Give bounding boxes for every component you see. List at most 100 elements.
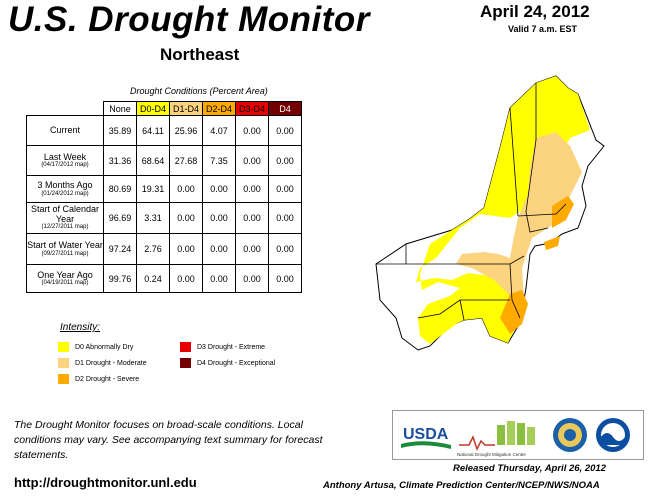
table-cell: 27.68: [169, 145, 203, 176]
table-cell: 2.76: [136, 233, 170, 265]
table-cell: 0.00: [235, 145, 269, 176]
table-cell: 80.69: [103, 175, 137, 203]
table-caption: Drought Conditions (Percent Area): [130, 86, 268, 96]
table-cell: 0.00: [235, 115, 269, 146]
legend-label: D3 Drought - Extreme: [197, 343, 266, 351]
table-row: One Year Ago (04/19/2011 map) 99.76 0.24 0.0…: [26, 264, 302, 293]
table-col-header: None: [103, 101, 137, 116]
row-label: Current: [49, 124, 80, 135]
table-cell: 0.24: [136, 264, 170, 293]
table-cell: 0.00: [202, 233, 236, 265]
author-credit: Anthony Artusa, Climate Prediction Cente…: [323, 480, 600, 491]
table-cell: 0.00: [169, 202, 203, 234]
svg-text:USDA: USDA: [403, 426, 449, 443]
noaa-seal-icon: [596, 418, 630, 452]
legend-swatch: [58, 342, 69, 352]
row-label: Start of Water Year: [27, 240, 103, 251]
drought-map: [375, 75, 605, 351]
state-boundaries: [376, 83, 567, 321]
svg-text:National Drought Mitigation Ce: National Drought Mitigation Center: [457, 452, 527, 457]
row-label: 3 Months Ago: [37, 180, 93, 191]
table-row: Current 35.89 64.11 25.96 4.07 0.00 0.00: [26, 115, 302, 146]
row-label: One Year Ago: [37, 269, 93, 280]
ndmc-logo: National Drought Mitigation Center: [457, 421, 535, 457]
legend-label: D0 Abnormally Dry: [75, 343, 134, 351]
row-sublabel: (09/27/2011 map): [41, 250, 89, 257]
table-col-header: D3-D4: [235, 101, 269, 116]
legend-item-d1: D1 Drought - Moderate: [58, 358, 147, 368]
row-label-cell: Start of Water Year (09/27/2011 map): [26, 233, 104, 265]
table-cell: 0.00: [202, 202, 236, 234]
row-sublabel: (12/27/2011 map): [41, 224, 89, 231]
table-col-header: D2-D4: [202, 101, 236, 116]
table-col-header: D1-D4: [169, 101, 203, 116]
table-cell: 0.00: [268, 175, 302, 203]
table-cell: 0.00: [235, 264, 269, 293]
legend-item-d0: D0 Abnormally Dry: [58, 342, 133, 352]
page-title: U.S. Drought Monitor: [8, 0, 370, 39]
legend-swatch: [58, 358, 69, 368]
table-cell: 0.00: [235, 233, 269, 265]
usda-logo: USDA: [401, 426, 451, 449]
table-cell: 99.76: [103, 264, 137, 293]
legend-item-d3: D3 Drought - Extreme: [180, 342, 265, 352]
table-row: Start of Water Year (09/27/2011 map) 97.24…: [26, 233, 302, 265]
table-header-row: None D0-D4 D1-D4 D2-D4 D3-D4 D4: [27, 101, 302, 116]
table-row: Last Week (04/17/2012 map) 31.36 68.64 27.68…: [26, 145, 302, 176]
drought-stats-table: None D0-D4 D1-D4 D2-D4 D3-D4 D4 Current 35.89 6…: [26, 101, 302, 293]
legend-item-d4: D4 Drought - Exceptional: [180, 358, 275, 368]
d2-area: [500, 196, 574, 334]
row-label-cell: 3 Months Ago (01/24/2012 map): [26, 175, 104, 203]
row-sublabel: (04/17/2012 map): [41, 162, 89, 169]
table-row: 3 Months Ago (01/24/2012 map) 80.69 19.31 0.…: [26, 175, 302, 203]
row-label-cell: Current: [26, 115, 104, 146]
table-row: Start of Calendar Year (12/27/2011 map) 96…: [26, 202, 302, 234]
release-date: Released Thursday, April 26, 2012: [453, 463, 606, 474]
website-link[interactable]: http://droughtmonitor.unl.edu: [14, 475, 197, 490]
row-label-cell: Start of Calendar Year (12/27/2011 map): [26, 202, 104, 234]
row-label-cell: One Year Ago (04/19/2011 map): [26, 264, 104, 293]
table-cell: 0.00: [268, 264, 302, 293]
table-cell: 0.00: [235, 202, 269, 234]
legend-label: D2 Drought - Severe: [75, 375, 140, 383]
table-cell: 19.31: [136, 175, 170, 203]
table-corner: [27, 102, 104, 116]
table-cell: 35.89: [103, 115, 137, 146]
table-cell: 3.31: [136, 202, 170, 234]
legend-item-d2: D2 Drought - Severe: [58, 374, 139, 384]
table-cell: 0.00: [268, 202, 302, 234]
region-subtitle: Northeast: [160, 45, 240, 64]
table-col-header: D4: [268, 101, 302, 116]
table-cell: 97.24: [103, 233, 137, 265]
table-cell: 0.00: [268, 233, 302, 265]
row-label: Last Week: [43, 151, 87, 162]
legend-label: D4 Drought - Exceptional: [197, 359, 276, 367]
table-cell: 0.00: [169, 233, 203, 265]
legend-swatch: [180, 358, 191, 368]
table-cell: 0.00: [235, 175, 269, 203]
logo-panel: USDA National Drought Mitigation Center: [392, 410, 644, 460]
table-cell: 68.64: [136, 145, 170, 176]
table-cell: 0.00: [202, 264, 236, 293]
table-cell: 0.00: [169, 175, 203, 203]
row-label: Start of Calendar Year: [30, 204, 100, 224]
legend-label: D1 Drought - Moderate: [75, 359, 147, 367]
table-cell: 0.00: [268, 145, 302, 176]
legend-title: Intensity:: [60, 322, 101, 333]
commerce-seal-icon: [553, 418, 587, 452]
table-cell: 0.00: [169, 264, 203, 293]
table-cell: 64.11: [136, 115, 170, 146]
table-cell: 96.69: [103, 202, 137, 234]
row-label-cell: Last Week (04/17/2012 map): [26, 145, 104, 176]
table-cell: 7.35: [202, 145, 236, 176]
row-sublabel: (04/19/2011 map): [41, 280, 89, 287]
map-date: April 24, 2012: [480, 2, 590, 21]
legend-swatch: [180, 342, 191, 352]
table-cell: 31.36: [103, 145, 137, 176]
table-col-header: D0-D4: [136, 101, 170, 116]
table-cell: 4.07: [202, 115, 236, 146]
table-cell: 25.96: [169, 115, 203, 146]
valid-time: Valid 7 a.m. EST: [508, 24, 578, 34]
table-cell: 0.00: [202, 175, 236, 203]
disclaimer-note: The Drought Monitor focuses on broad-sca…: [14, 419, 323, 461]
